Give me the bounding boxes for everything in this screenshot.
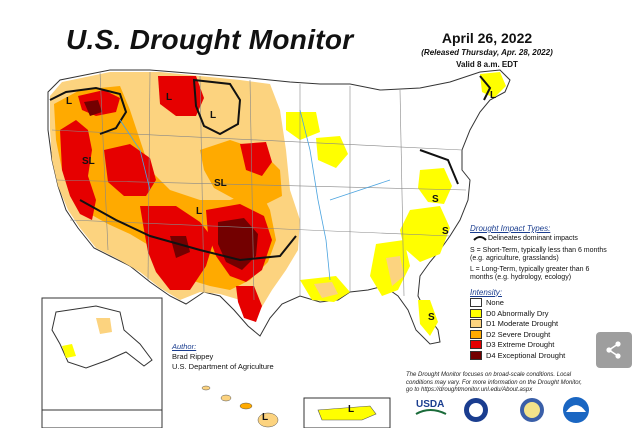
d0-midwest — [286, 112, 320, 140]
intensity-row: D4 Exceptional Drought — [470, 350, 610, 360]
d0-carolinas — [400, 206, 450, 262]
d3-southtexas — [236, 286, 262, 322]
d3-nevada-utah — [104, 144, 156, 196]
intensity-row: D0 Abnormally Dry — [470, 308, 610, 318]
d3-colorado — [240, 142, 272, 176]
intensity-label: D2 Severe Drought — [486, 329, 551, 339]
alaska-shape — [51, 305, 153, 369]
label-sl-plains: SL — [214, 178, 227, 189]
author-org: U.S. Department of Agriculture — [172, 362, 274, 371]
intensity-row: None — [470, 298, 610, 307]
intensity-label: D1 Moderate Drought — [486, 319, 559, 328]
intensity-list: None D0 Abnormally Dry D1 Moderate Drought… — [470, 298, 610, 360]
d3-montana — [158, 76, 204, 116]
alaska-lower-frame — [41, 409, 163, 428]
intensity-heading: Intensity: — [470, 287, 503, 297]
label-s-virginia: S — [432, 194, 439, 205]
share-icon — [606, 341, 621, 359]
date-block: April 26, 2022 (Released Thursday, Apr. … — [412, 30, 562, 69]
map-note: The Drought Monitor focuses on broad-sca… — [406, 372, 582, 393]
release-date: (Released Thursday, Apr. 28, 2022) — [421, 48, 553, 57]
label-l-newengland: L — [490, 90, 497, 101]
intensity-row: D1 Moderate Drought — [470, 319, 610, 328]
hawaii-inset — [201, 385, 279, 428]
impact-line-icon — [470, 236, 484, 242]
label-sl-west: SL — [82, 156, 95, 167]
d0-florida — [418, 300, 438, 336]
impact-types-heading: Drought Impact Types: — [470, 224, 551, 233]
label-s-georgia: S — [428, 312, 435, 323]
d1-gulfcoast — [314, 282, 338, 298]
intensity-row: D2 Severe Drought — [470, 329, 610, 339]
label-s-carolina: S — [442, 226, 449, 237]
impact-short-term: S = Short-Term, typically less than 6 mo… — [470, 246, 607, 262]
impact-lines — [49, 75, 492, 262]
intensity-swatch — [470, 340, 482, 349]
intensity-swatch — [470, 350, 482, 360]
intensity-label: D3 Extreme Drought — [486, 340, 555, 349]
state-lines — [51, 71, 467, 301]
share-button[interactable] — [596, 332, 632, 368]
label-l-northplains: L — [210, 110, 217, 121]
intensity-swatch — [470, 319, 482, 328]
intensity-swatch — [470, 298, 482, 307]
valid-time: Valid 8 a.m. EDT — [456, 60, 518, 69]
d0-eastcoast — [418, 168, 452, 204]
map-date: April 26, 2022 — [441, 30, 533, 46]
intensity-label: D0 Abnormally Dry — [486, 308, 549, 318]
impact-line-swatch — [473, 236, 487, 241]
label-l-puertorico: L — [348, 404, 355, 415]
usda-logo-text: USDA — [416, 399, 445, 410]
d3-california — [60, 120, 96, 220]
label-l-texas: L — [196, 206, 203, 217]
label-l-hawaii: L — [262, 412, 269, 423]
impact-long-term: L = Long-Term, typically greater than 6 … — [470, 265, 590, 281]
intensity-row: D3 Extreme Drought — [470, 340, 610, 349]
d1-southeast — [386, 256, 404, 286]
alaska-d1 — [96, 318, 112, 334]
alaska-d0 — [62, 344, 76, 358]
label-l-montana: L — [166, 92, 173, 103]
intensity-label: D4 Exceptional Drought — [486, 350, 566, 360]
impact-delineates-label: Delineates dominant impacts — [488, 235, 578, 242]
author-name: Brad Rippey — [172, 352, 214, 361]
impact-delineation-row: Delineates dominant impacts — [470, 235, 610, 244]
label-l-pnw: L — [66, 96, 73, 107]
intensity-swatch — [470, 329, 482, 339]
legend: Drought Impact Types: Delineates dominan… — [470, 224, 610, 360]
author-block: Author: Brad Rippey U.S. Department of A… — [172, 342, 274, 372]
author-heading: Author: — [172, 342, 197, 351]
d0-northeast — [480, 72, 506, 98]
intensity-swatch — [470, 308, 482, 318]
intensity-label: None — [486, 298, 504, 307]
puertorico-shape — [317, 405, 377, 421]
d4-arizona — [170, 236, 190, 258]
map-title: U.S. Drought Monitor — [66, 24, 354, 55]
rivers — [119, 109, 391, 281]
d4-nevada — [84, 100, 102, 116]
